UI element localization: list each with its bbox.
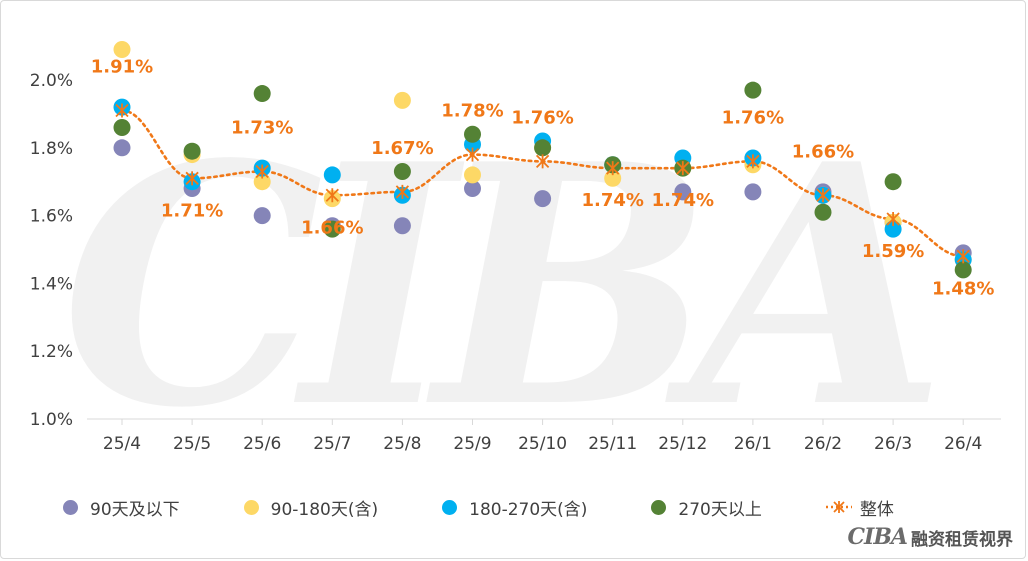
point-90-below <box>674 183 692 201</box>
overall-marker <box>606 161 620 176</box>
overall-marker <box>395 184 410 199</box>
legend-item-90-180: 90-180天(含) <box>243 495 379 520</box>
y-tick-label: 1.6% <box>30 207 73 227</box>
overall-marker <box>255 164 269 179</box>
data-label: 1.67% <box>371 138 433 159</box>
point-270-above <box>253 85 271 103</box>
overall-marker <box>115 103 129 118</box>
y-tick-label: 2.0% <box>30 71 73 91</box>
point-90-180 <box>464 166 481 184</box>
overall-marker <box>746 154 760 169</box>
point-90-180 <box>604 169 622 187</box>
data-label: 1.66% <box>792 141 854 162</box>
y-tick-label: 1.8% <box>30 139 73 159</box>
legend-label: 180-270天(含) <box>469 499 588 520</box>
overall-marker <box>956 249 970 264</box>
data-label: 1.78% <box>441 101 503 122</box>
overall-marker <box>325 188 339 203</box>
point-90-180 <box>393 91 411 109</box>
point-270-above <box>393 163 411 181</box>
x-tick-label: 25/8 <box>383 434 421 454</box>
point-270-above <box>534 139 552 157</box>
legend-marker-90-below <box>63 499 78 515</box>
x-tick-label: 26/4 <box>944 434 982 454</box>
overall-marker <box>185 171 199 186</box>
y-tick-label: 1.0% <box>30 410 73 430</box>
legend-item-180-270: 180-270天(含) <box>442 495 587 520</box>
data-label: 1.76% <box>511 107 573 128</box>
data-label: 1.73% <box>231 118 293 139</box>
x-tick-label: 25/5 <box>173 434 211 454</box>
data-label: 1.91% <box>91 57 153 78</box>
brand-logo: CIBA <box>847 524 908 550</box>
point-270-above <box>884 173 902 191</box>
point-270-above <box>464 125 481 143</box>
point-180-270 <box>323 166 341 184</box>
data-label: 1.66% <box>301 217 363 238</box>
overall-marker <box>535 154 550 169</box>
overall-marker <box>886 211 900 226</box>
point-270-above <box>183 142 201 160</box>
x-tick-label: 25/10 <box>518 434 567 454</box>
y-tick-label: 1.4% <box>30 274 73 294</box>
x-tick-label: 25/6 <box>243 434 281 454</box>
x-tick-label: 25/11 <box>588 434 637 454</box>
legend-marker-180-270 <box>442 499 458 515</box>
point-270-above <box>814 203 832 221</box>
data-label: 1.71% <box>161 200 223 221</box>
data-label: 1.74% <box>581 190 643 211</box>
point-90-below <box>393 217 411 235</box>
x-tick-label: 25/7 <box>313 434 351 454</box>
x-tick-label: 26/3 <box>874 434 912 454</box>
x-tick-label: 25/4 <box>103 434 141 454</box>
legend-item-overall: 整体 <box>825 495 894 520</box>
overall-marker <box>465 147 480 162</box>
legend-marker-overall <box>825 501 852 513</box>
data-label: 1.48% <box>932 278 994 299</box>
x-tick-label: 26/1 <box>734 434 772 454</box>
brand-name: 融资租赁视界 <box>911 529 1013 550</box>
point-90-180 <box>253 173 271 191</box>
legend-label: 90天及以下 <box>90 499 180 520</box>
overall-marker <box>676 161 690 176</box>
x-tick-label: 26/2 <box>804 434 842 454</box>
legend-marker-90-180 <box>243 499 259 515</box>
legend-item-270-above: 270天以上 <box>651 495 762 520</box>
overall-marker <box>816 188 830 203</box>
y-tick-label: 1.2% <box>30 342 73 362</box>
legend-label: 90-180天(含) <box>270 499 379 520</box>
data-label: 1.76% <box>722 107 784 128</box>
chart-plot: 25/4 25/5 25/6 25/7 25/8 25/9 25/10 25/11 25/12 2… <box>30 40 1001 454</box>
x-tick-label: 25/12 <box>658 434 707 454</box>
legend-item-90-below: 90天及以下 <box>63 495 180 520</box>
point-270-above <box>744 81 762 99</box>
legend-marker-270-above <box>651 499 667 515</box>
point-180-270 <box>884 220 902 238</box>
point-90-below <box>113 139 131 157</box>
brand: CIBA 融资租赁视界 <box>848 524 1013 550</box>
point-90-180 <box>113 40 131 58</box>
point-270-above <box>113 118 131 136</box>
point-90-below <box>253 207 271 225</box>
point-90-below <box>464 179 481 197</box>
x-tick-label: 25/9 <box>453 434 491 454</box>
data-label: 1.59% <box>862 241 924 262</box>
point-90-below <box>534 190 552 208</box>
point-270-above <box>954 261 972 279</box>
legend: 90天及以下 90-180天(含) 180-270天(含) 270天以上 整体 <box>63 494 894 520</box>
legend-label: 整体 <box>859 499 894 520</box>
point-90-below <box>744 183 762 201</box>
data-label: 1.74% <box>652 190 714 211</box>
point-270-above <box>323 220 341 238</box>
legend-label: 270天以上 <box>678 499 762 520</box>
